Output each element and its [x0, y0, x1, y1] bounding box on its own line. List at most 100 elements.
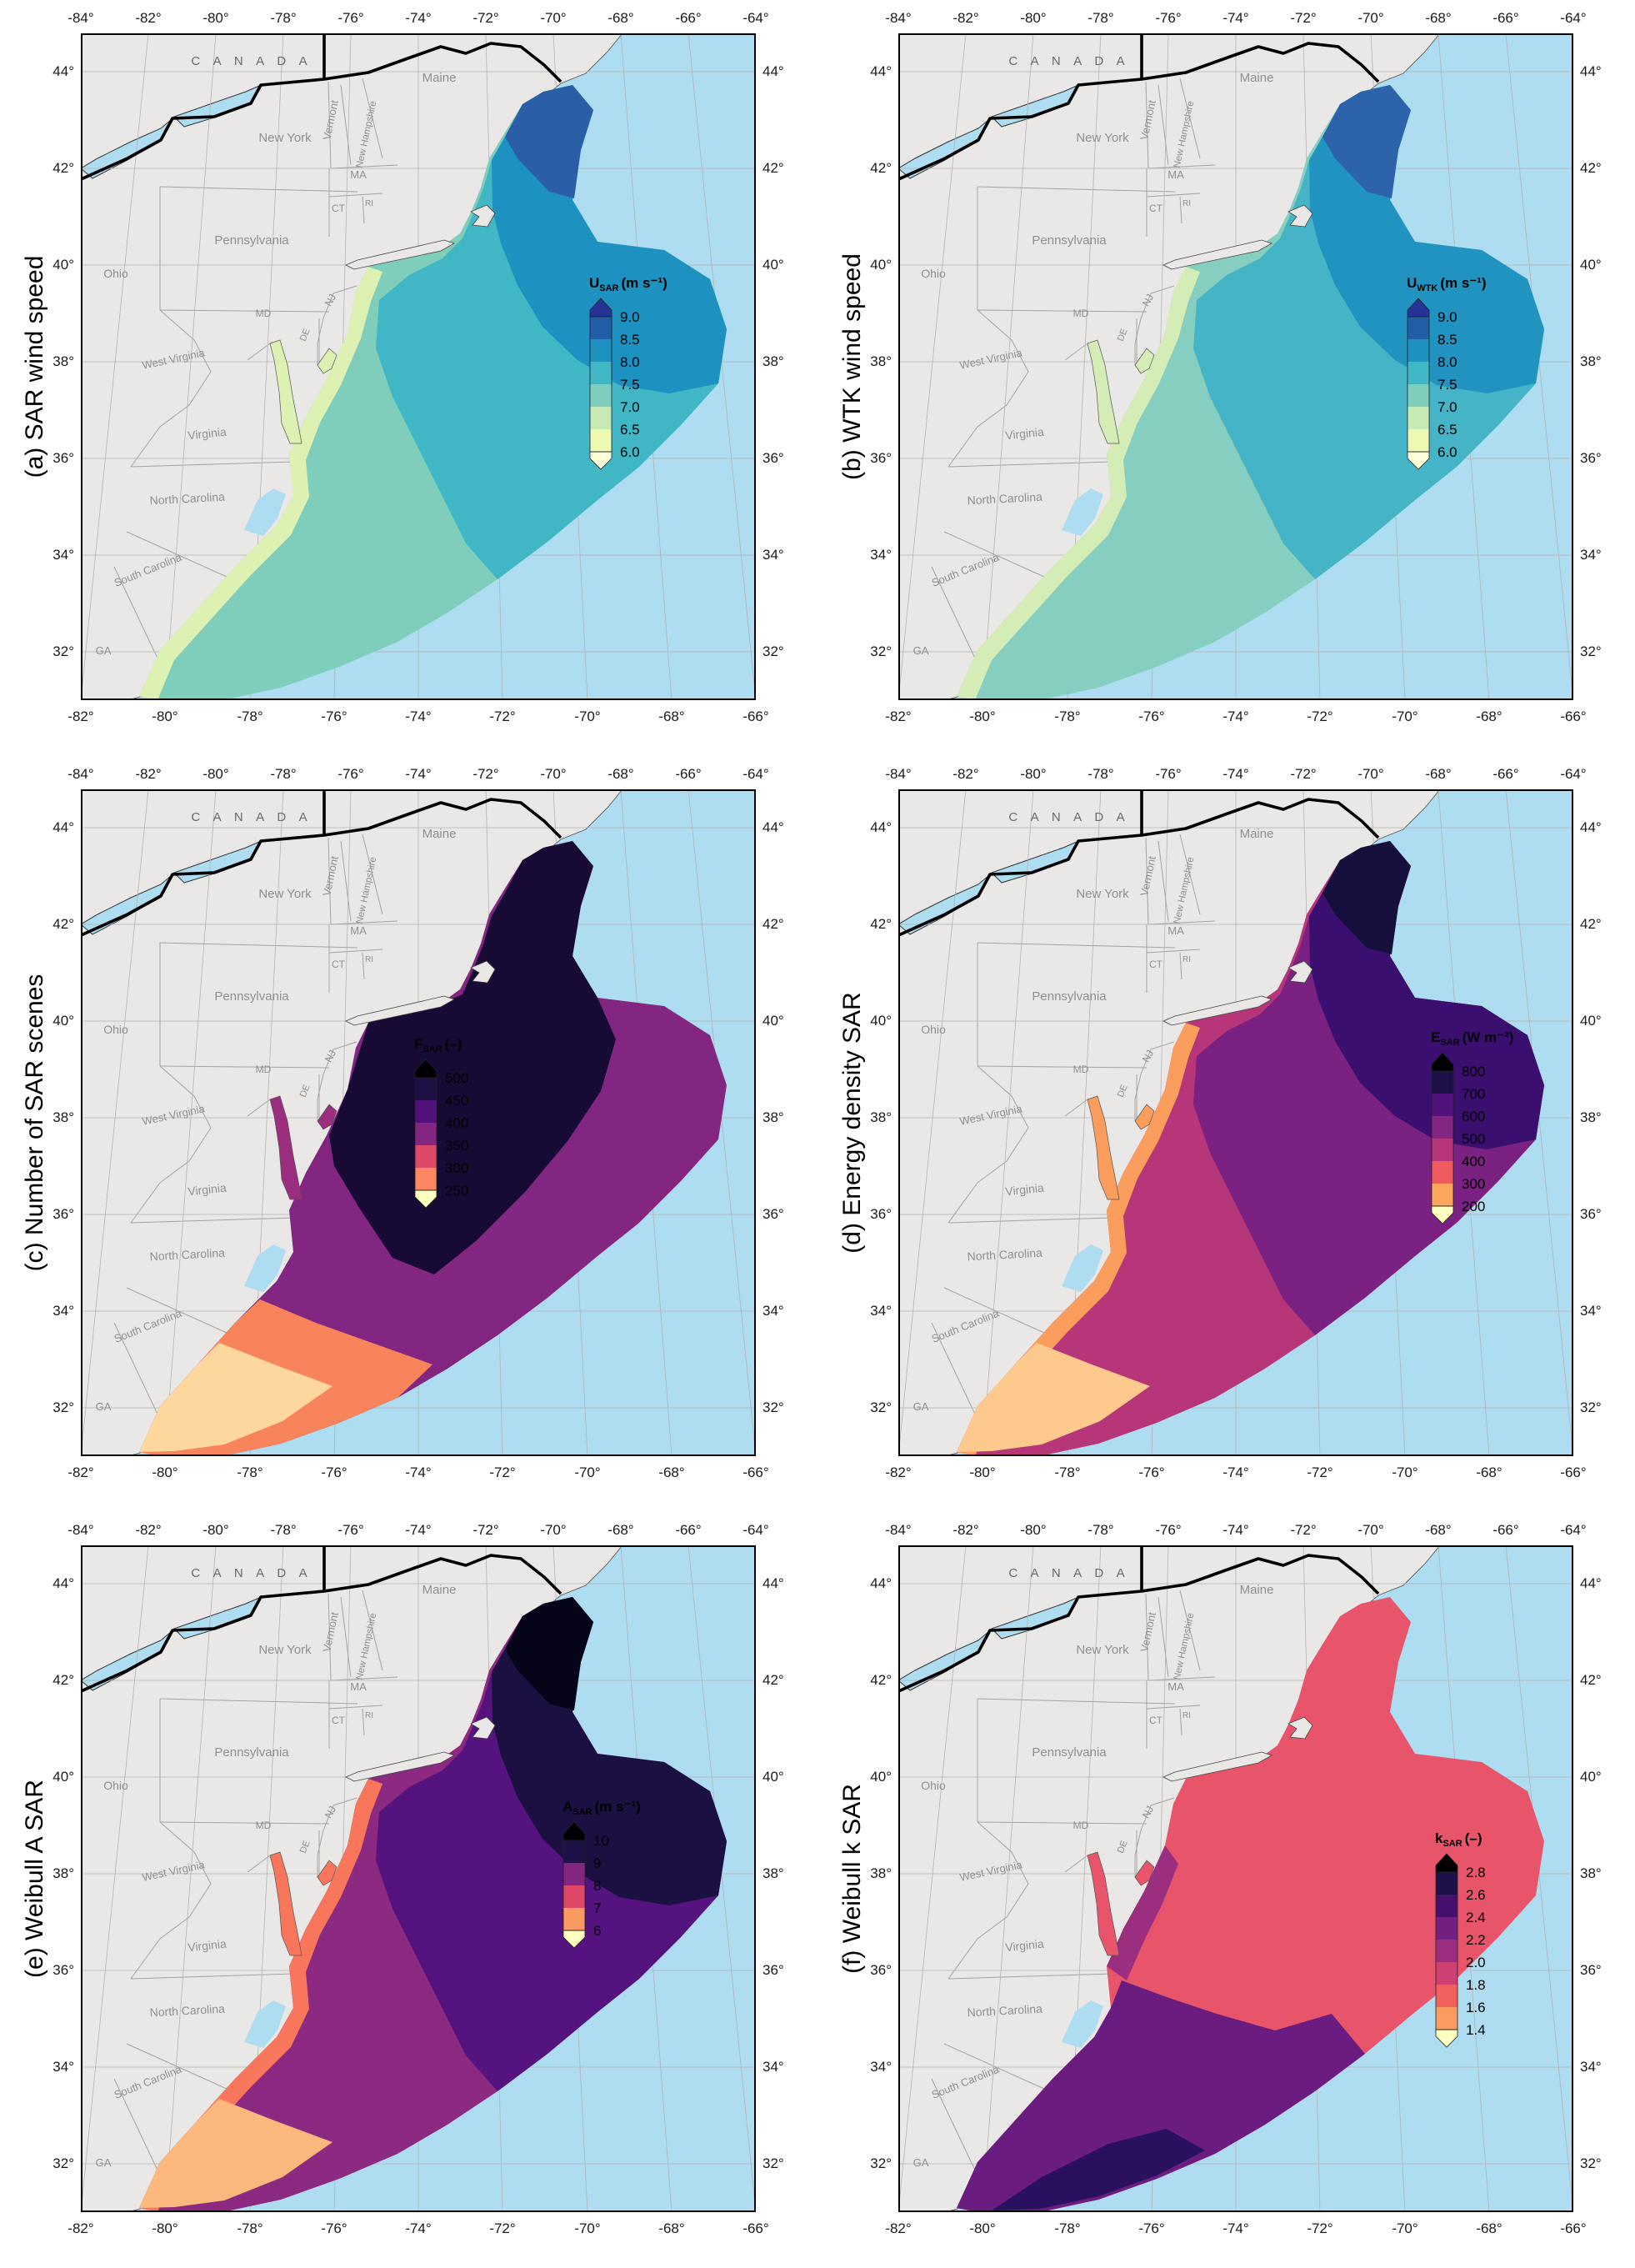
state-label: CT — [1149, 959, 1163, 970]
state-border — [126, 2043, 228, 2090]
lon-tick-bottom: -76° — [321, 708, 348, 724]
state-label: Pennsylvania — [214, 233, 289, 248]
lon-tick-bottom: -78° — [237, 708, 263, 724]
state-border — [126, 1287, 228, 1334]
lat-tick-right: 38° — [1580, 353, 1602, 369]
state-label: Ohio — [103, 1023, 128, 1036]
colorbar-unit: (–) — [1464, 1830, 1482, 1846]
lat-tick-left: 34° — [52, 547, 74, 563]
colorbar-band — [563, 1840, 585, 1863]
lat-tick-left: 38° — [870, 1865, 892, 1881]
lat-tick-right: 44° — [1580, 1575, 1602, 1591]
lon-tick-top: -66° — [675, 10, 702, 26]
long-island — [345, 1751, 455, 1782]
lon-tick-top: -70° — [540, 766, 567, 782]
colorbar-c: FSAR (–) 500 450 400 350 300 250 — [414, 1036, 539, 1214]
state-border — [330, 164, 398, 169]
lat-tick-left: 38° — [870, 353, 892, 369]
lon-tick-bottom: -80° — [152, 2220, 178, 2236]
data-region-coast — [957, 267, 1200, 700]
map-frame — [81, 33, 756, 700]
lat-tick-left: 34° — [870, 1303, 892, 1319]
data-region-coast — [139, 267, 382, 700]
state-border — [1064, 343, 1088, 361]
lat-tick-right: 38° — [762, 353, 784, 369]
lat-tick-right: 34° — [1580, 547, 1602, 563]
colorbar-band — [1432, 1116, 1453, 1139]
state-border — [1179, 1708, 1182, 1736]
lat-tick-left: 44° — [870, 1575, 892, 1591]
lon-tick-bottom: -76° — [1138, 1464, 1165, 1480]
colorbar-outline — [589, 316, 612, 453]
colorbar-subscript: SAR — [1440, 1038, 1460, 1048]
lon-tick-top: -72° — [1290, 1522, 1317, 1538]
panel-title-a: (a) SAR wind speed — [21, 255, 48, 478]
lat-tick-right: 38° — [1580, 1109, 1602, 1125]
state-label: New York — [258, 887, 312, 901]
colorbar-tick: 6.0 — [620, 444, 640, 460]
state-label: DE — [298, 328, 312, 343]
colorbar-band — [563, 1863, 585, 1885]
colorbar-tick: 200 — [1462, 1199, 1485, 1214]
data-region-core2 — [1322, 841, 1411, 954]
lat-tick-right: 44° — [762, 1575, 784, 1591]
panel-c: (c) Number of SAR scenes -84° -82° -80° -78°… — [0, 756, 818, 1512]
colorbar-b: UWTK (m s⁻¹) 9.0 8.5 8.0 7.5 7.0 6.5 6.0 — [1407, 275, 1532, 475]
colorbar-svg: 500 450 400 350 300 250 — [414, 1059, 468, 1209]
canada-label: C A N A D A — [1008, 810, 1129, 824]
state-border — [247, 343, 271, 361]
lon-tick-bottom: -70° — [1392, 2220, 1418, 2236]
lon-tick-bottom: -74° — [1222, 2220, 1249, 2236]
state-border — [1179, 78, 1201, 159]
state-border — [1146, 949, 1201, 954]
state-label: Ohio — [921, 1779, 946, 1792]
lat-tick-left: 42° — [870, 1672, 892, 1688]
state-border — [328, 837, 332, 925]
lat-tick-left: 40° — [52, 257, 74, 273]
data-region-fsouth — [957, 1980, 1365, 2215]
state-label: CT — [332, 959, 346, 970]
colorbar-subscript: SAR — [599, 283, 619, 293]
lon-tick-top: -74° — [405, 766, 432, 782]
colorbar-tick: 9.0 — [1438, 309, 1458, 325]
state-border — [330, 920, 398, 925]
lon-tick-top: -76° — [1155, 1522, 1182, 1538]
lon-tick-bottom: -68° — [658, 708, 685, 724]
colorbar-d: ESAR (W m⁻²) 800 700 600 500 400 300 200 — [1431, 1029, 1556, 1229]
lon-tick-bottom: -70° — [1392, 708, 1418, 724]
colorbar-tick: 8.0 — [620, 354, 640, 370]
long-island — [1162, 239, 1272, 270]
state-border — [159, 1065, 330, 1069]
lon-tick-top: -76° — [338, 10, 364, 26]
lon-tick-top: -78° — [1088, 1522, 1114, 1538]
lon-tick-top: -84° — [68, 766, 94, 782]
colorbar-tick: 6 — [593, 1923, 601, 1939]
lat-tick-left: 44° — [52, 819, 74, 835]
map-e: C A N A D A Maine Vermont New Hampshire New … — [78, 1545, 757, 2215]
state-border — [340, 84, 352, 166]
colorbar-band — [1408, 317, 1429, 339]
lat-tick-right: 32° — [762, 2155, 784, 2171]
colorbar-band — [1408, 362, 1429, 384]
state-label: DE — [298, 1840, 312, 1855]
state-border — [159, 1698, 358, 1705]
lat-tick-left: 42° — [52, 1672, 74, 1688]
lon-tick-top: -74° — [405, 1522, 432, 1538]
state-label: RI — [1182, 1711, 1191, 1720]
delaware-bay — [317, 1860, 338, 1886]
state-border — [1158, 84, 1169, 166]
lon-tick-top: -72° — [1290, 10, 1317, 26]
pamlico-sound — [1062, 1244, 1103, 1292]
state-border — [340, 840, 352, 922]
data-region-south2 — [139, 2099, 332, 2208]
map-frame — [898, 1545, 1573, 2212]
colorbar-band — [1432, 1184, 1453, 1206]
gridline-meridian — [164, 789, 217, 1457]
colorbar-tick: 2.4 — [1466, 1910, 1486, 1925]
colorbar-label: ASAR (m s⁻¹) — [562, 1799, 688, 1817]
lon-tick-top: -82° — [135, 766, 162, 782]
lon-tick-top: -68° — [608, 1522, 634, 1538]
state-label: CT — [1149, 1715, 1163, 1726]
